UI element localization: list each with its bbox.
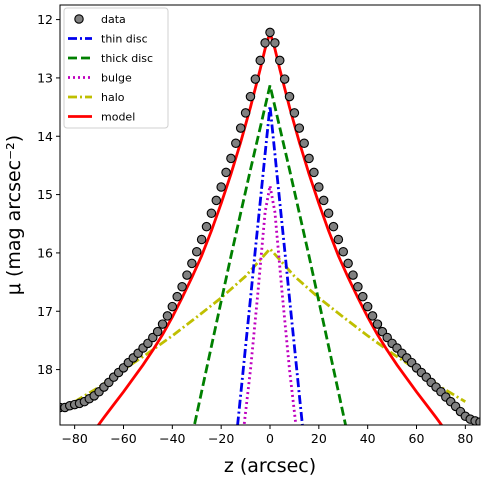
legend-label-thick-disc: thick disc [101,52,153,65]
series-line-thin-disc [236,105,304,425]
legend-label-bulge: bulge [101,72,132,85]
data-point [211,195,222,206]
data-point [260,38,270,48]
series-line-thick-disc [192,85,348,425]
data-point [309,167,319,178]
data-point [167,301,178,312]
data-point [284,91,295,102]
y-tick-label: 16 [37,245,53,260]
legend: data thin disc thick disc bulge halo model [63,7,169,129]
data-point [152,326,163,337]
data-point [328,221,339,232]
y-tick-label: 17 [37,304,53,319]
x-tick-label: −20 [208,431,234,446]
data-point [187,258,197,269]
data-point [255,55,265,66]
data-point [182,270,192,280]
data-point [299,138,309,149]
x-tick-label: 20 [311,431,327,446]
data-point [323,208,334,219]
data-point [216,182,226,192]
legend-label-model: model [101,111,135,124]
legend-marker-data [74,14,84,24]
y-tick-label: 12 [37,12,53,27]
data-point [353,281,363,292]
data-point [333,234,344,245]
data-point [289,108,300,118]
data-point [314,182,324,192]
series-line-bulge [242,185,298,425]
x-tick-label: 0 [266,431,274,446]
data-point [206,208,217,219]
data-point [191,247,202,257]
data-point [367,311,378,321]
legend-label-thin-disc: thin disc [101,33,148,46]
data-point [265,27,275,38]
data-point [275,55,285,66]
x-tick-label: 80 [457,431,473,446]
x-tick-label: −80 [61,431,87,446]
tick-layer: −80 −60 −40 −20 0 20 40 60 80 12 13 14 15 16 17 18 [37,12,473,446]
data-point [162,311,173,321]
y-tick-label: 13 [37,70,53,85]
x-tick-label: 40 [360,431,376,446]
data-point [157,319,168,329]
data-point [294,123,305,133]
data-point [226,153,236,164]
legend-label-data: data [101,13,126,26]
data-point [270,38,280,48]
data-point [201,221,212,232]
x-axis-label: z (arcsec) [224,455,316,477]
data-point [235,123,246,133]
x-tick-label: −40 [159,431,185,446]
data-point [196,234,207,245]
data-point [221,167,231,178]
data-point [304,153,314,164]
series-layer [60,27,480,425]
y-tick-label: 18 [37,362,53,377]
y-tick-label: 15 [37,187,53,202]
data-point [231,138,241,149]
data-point [279,74,290,84]
y-axis-label: μ (mag arcsec⁻²) [3,135,25,295]
data-point [172,291,182,302]
data-point [240,108,251,118]
data-point [177,281,187,292]
series-line-halo [73,246,467,403]
data-point [338,247,349,257]
legend-label-halo: halo [101,91,125,104]
data-point [250,74,261,84]
data-point [318,195,329,206]
data-point [245,91,256,102]
data-point [348,270,358,280]
data-point [343,258,353,269]
x-tick-label: 60 [409,431,425,446]
data-point [362,301,373,312]
y-tick-label: 14 [37,129,53,144]
data-point [358,291,368,302]
data-point [372,319,383,329]
x-tick-label: −60 [110,431,136,446]
